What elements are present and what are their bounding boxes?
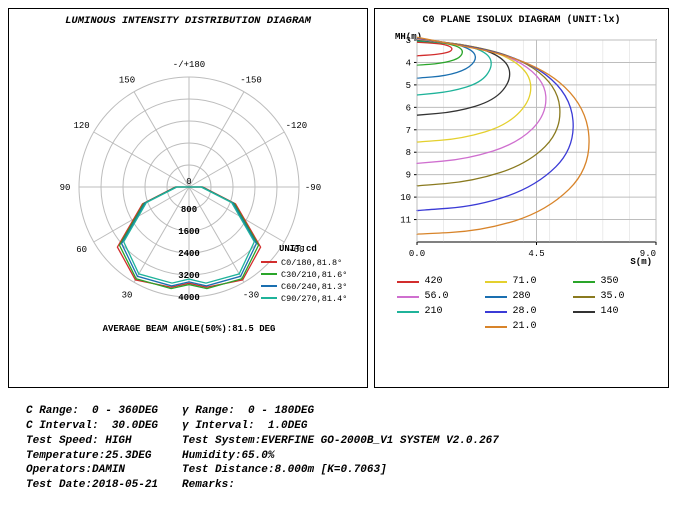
svg-text:60: 60	[76, 245, 87, 255]
legend-label: 21.0	[513, 321, 537, 332]
legend-label: 350	[601, 276, 619, 287]
legend-label: 210	[425, 306, 443, 317]
test-info-footer: C Range: 0 - 360DEG C Interval: 30.0DEG …	[8, 404, 679, 493]
isolux-legend: 420 71.0 350 56.0 280 35.0 210 28.0 140 21.0	[375, 270, 668, 340]
svg-text:800: 800	[181, 205, 197, 215]
legend-item: 140	[573, 306, 647, 317]
svg-text:11: 11	[400, 216, 411, 226]
legend-swatch	[397, 311, 419, 313]
svg-text:C0/180,81.8°: C0/180,81.8°	[281, 258, 342, 268]
legend-swatch	[485, 296, 507, 298]
legend-item: 71.0	[485, 276, 559, 287]
legend-swatch	[485, 281, 507, 283]
svg-text:120: 120	[74, 121, 90, 131]
isolux-chart: 345678910110.04.59.0MH(m)S(m)	[375, 26, 670, 266]
legend-item: 420	[397, 276, 471, 287]
polar-chart: -150-120-90-60-300306090120150-/+1808001…	[9, 27, 369, 377]
svg-text:7: 7	[406, 126, 411, 136]
legend-label: 280	[513, 291, 531, 302]
polar-title: LUMINOUS INTENSITY DISTRIBUTION DIAGRAM	[9, 9, 367, 27]
legend-swatch	[573, 311, 595, 313]
legend-item: 56.0	[397, 291, 471, 302]
svg-text:S(m): S(m)	[630, 257, 652, 266]
legend-label: 56.0	[425, 291, 449, 302]
svg-text:4.5: 4.5	[528, 249, 544, 259]
isolux-panel: C0 PLANE ISOLUX DIAGRAM (UNIT:lx) 345678…	[374, 8, 669, 388]
legend-swatch	[573, 281, 595, 283]
legend-item: 35.0	[573, 291, 647, 302]
svg-text:90: 90	[60, 183, 71, 193]
legend-swatch	[397, 281, 419, 283]
footer-left-col: C Range: 0 - 360DEG C Interval: 30.0DEG …	[26, 404, 158, 493]
svg-text:150: 150	[119, 76, 135, 86]
svg-text:C90/270,81.4°: C90/270,81.4°	[281, 294, 347, 304]
legend-item: 210	[397, 306, 471, 317]
svg-text:UNIT:cd: UNIT:cd	[279, 244, 317, 254]
legend-swatch	[573, 296, 595, 298]
footer-right-col: γ Range: 0 - 180DEG γ Interval: 1.0DEG T…	[182, 404, 499, 493]
legend-label: 28.0	[513, 306, 537, 317]
svg-text:9: 9	[406, 171, 411, 181]
polar-panel: LUMINOUS INTENSITY DISTRIBUTION DIAGRAM …	[8, 8, 368, 388]
svg-text:AVERAGE BEAM ANGLE(50%):81.5 D: AVERAGE BEAM ANGLE(50%):81.5 DEG	[103, 324, 276, 334]
legend-item: 28.0	[485, 306, 559, 317]
svg-text:4: 4	[406, 58, 411, 68]
isolux-title: C0 PLANE ISOLUX DIAGRAM (UNIT:lx)	[375, 9, 668, 26]
svg-text:C60/240,81.3°: C60/240,81.3°	[281, 282, 347, 292]
svg-text:-150: -150	[240, 76, 262, 86]
legend-label: 420	[425, 276, 443, 287]
legend-item: 350	[573, 276, 647, 287]
svg-text:4000: 4000	[178, 293, 200, 303]
legend-label: 35.0	[601, 291, 625, 302]
legend-item: 21.0	[485, 321, 559, 332]
svg-text:10: 10	[400, 193, 411, 203]
svg-text:1600: 1600	[178, 227, 200, 237]
legend-swatch	[485, 326, 507, 328]
legend-swatch	[485, 311, 507, 313]
svg-text:-/+180: -/+180	[173, 60, 205, 70]
svg-text:30: 30	[122, 290, 133, 300]
legend-label: 71.0	[513, 276, 537, 287]
svg-text:C30/210,81.6°: C30/210,81.6°	[281, 270, 347, 280]
svg-text:-120: -120	[286, 121, 308, 131]
legend-label: 140	[601, 306, 619, 317]
svg-text:0.0: 0.0	[409, 249, 425, 259]
svg-text:5: 5	[406, 81, 411, 91]
svg-text:2400: 2400	[178, 249, 200, 259]
svg-text:-30: -30	[243, 290, 259, 300]
legend-item: 280	[485, 291, 559, 302]
svg-text:6: 6	[406, 103, 411, 113]
svg-text:-90: -90	[305, 183, 321, 193]
svg-text:8: 8	[406, 148, 411, 158]
legend-swatch	[397, 296, 419, 298]
